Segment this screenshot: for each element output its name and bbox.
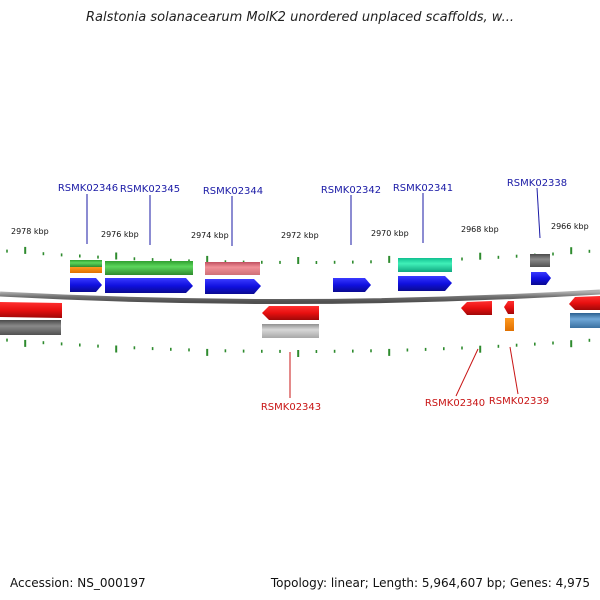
forward-gene-labels: RSMK02346 RSMK02345 RSMK02344 RSMK02342 … [58, 178, 567, 197]
gene-arrow-forward[interactable] [205, 279, 261, 294]
gene-arrow-forward[interactable] [531, 272, 551, 285]
gene-label-RSMK02344[interactable]: RSMK02344 [203, 186, 263, 197]
label-leader-lines [86, 187, 541, 398]
gene-arrow-reverse[interactable] [262, 306, 319, 320]
scale-ticks-bottom [6, 338, 591, 357]
feature-bar-green [70, 260, 102, 267]
scale-label-2968: 2968 kbp [461, 225, 499, 234]
scale-label-2976: 2976 kbp [101, 230, 139, 239]
gene-arrow-reverse[interactable] [569, 296, 600, 310]
map-title: Ralstonia solanacearum MolK2 unordered u… [85, 10, 514, 25]
gene-arrow-reverse[interactable] [0, 302, 62, 318]
gene-arrow-reverse[interactable] [504, 301, 514, 314]
scale-label-2972: 2972 kbp [281, 231, 319, 240]
feature-bar-dark [0, 320, 61, 335]
gene-label-RSMK02343[interactable]: RSMK02343 [261, 402, 321, 413]
scale-labels: 2978 kbp 2976 kbp 2974 kbp 2972 kbp 2970… [11, 222, 589, 240]
scale-label-2966: 2966 kbp [551, 222, 589, 231]
chromosome-backbone [0, 289, 600, 305]
accession-text: Accession: NS_000197 [10, 576, 146, 590]
feature-bar-teal [398, 258, 452, 272]
reverse-feature-bars [0, 313, 600, 338]
gene-label-RSMK02338[interactable]: RSMK02338 [507, 178, 567, 189]
gene-label-RSMK02340[interactable]: RSMK02340 [425, 398, 485, 409]
reverse-gene-labels: RSMK02343 RSMK02340 RSMK02339 [261, 396, 549, 413]
feature-bar-orange [505, 318, 514, 331]
gene-arrow-reverse[interactable] [461, 301, 492, 315]
scale-label-2978: 2978 kbp [11, 227, 49, 236]
leader-line [536, 187, 541, 239]
scale-label-2970: 2970 kbp [371, 229, 409, 238]
feature-bar-orange [70, 267, 102, 273]
forward-gene-arrows [70, 272, 551, 294]
reverse-gene-arrows [0, 296, 600, 320]
gene-label-RSMK02346[interactable]: RSMK02346 [58, 183, 118, 194]
gene-arrow-forward[interactable] [70, 278, 102, 292]
genome-summary-text: Topology: linear; Length: 5,964,607 bp; … [270, 576, 590, 590]
gene-label-RSMK02345[interactable]: RSMK02345 [120, 184, 180, 195]
leader-line [455, 348, 479, 397]
feature-bar-pink [205, 262, 260, 275]
gene-label-RSMK02342[interactable]: RSMK02342 [321, 185, 381, 196]
gene-label-RSMK02339[interactable]: RSMK02339 [489, 396, 549, 407]
feature-bar-green [105, 261, 193, 275]
feature-bar-dark [530, 254, 550, 267]
gene-arrow-forward[interactable] [333, 278, 371, 292]
scale-label-2974: 2974 kbp [191, 231, 229, 240]
gene-arrow-forward[interactable] [398, 276, 452, 291]
forward-feature-bars [70, 254, 550, 275]
gene-arrow-forward[interactable] [105, 278, 193, 293]
feature-bar-light [262, 324, 319, 338]
leader-line [509, 346, 519, 395]
feature-bar-steel [570, 313, 600, 328]
gene-label-RSMK02341[interactable]: RSMK02341 [393, 183, 453, 194]
